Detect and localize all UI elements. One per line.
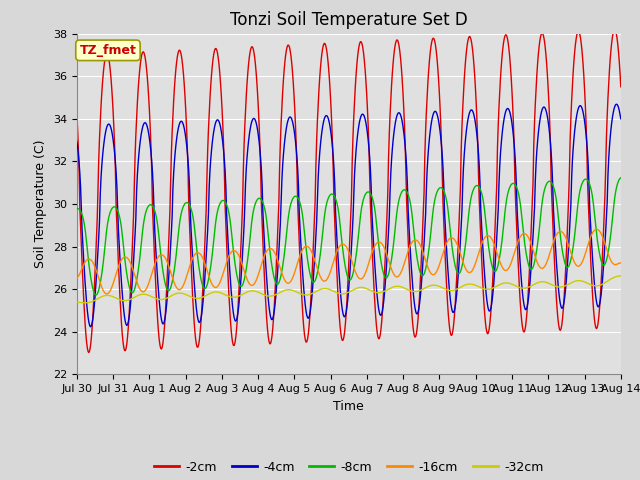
- -16cm: [617, 260, 625, 266]
- -16cm: [223, 257, 231, 263]
- -2cm: [73, 109, 81, 115]
- -2cm: [431, 42, 439, 48]
- -4cm: [140, 122, 147, 128]
- -2cm: [617, 84, 625, 90]
- -8cm: [617, 175, 625, 181]
- -16cm: [73, 275, 81, 281]
- -2cm: [85, 349, 93, 355]
- Y-axis label: Soil Temperature (C): Soil Temperature (C): [35, 140, 47, 268]
- X-axis label: Time: Time: [333, 400, 364, 413]
- -16cm: [140, 289, 147, 295]
- -32cm: [84, 300, 92, 306]
- -8cm: [92, 292, 100, 298]
- Legend: -2cm, -4cm, -8cm, -16cm, -32cm: -2cm, -4cm, -8cm, -16cm, -32cm: [149, 456, 548, 479]
- -8cm: [73, 205, 81, 211]
- -32cm: [617, 273, 625, 279]
- -4cm: [617, 116, 625, 121]
- -4cm: [223, 227, 231, 232]
- -32cm: [431, 282, 439, 288]
- Title: Tonzi Soil Temperature Set D: Tonzi Soil Temperature Set D: [230, 11, 468, 29]
- -32cm: [195, 295, 202, 301]
- Line: -2cm: -2cm: [77, 30, 621, 352]
- -2cm: [140, 49, 147, 55]
- -4cm: [612, 101, 620, 107]
- -16cm: [103, 291, 111, 297]
- -16cm: [431, 271, 439, 276]
- -32cm: [140, 291, 147, 297]
- -8cm: [431, 194, 439, 200]
- -16cm: [83, 257, 90, 263]
- -16cm: [593, 227, 600, 232]
- -16cm: [195, 250, 202, 256]
- Line: -16cm: -16cm: [77, 229, 621, 294]
- -4cm: [195, 319, 202, 324]
- -4cm: [83, 300, 90, 306]
- -4cm: [86, 324, 94, 330]
- -8cm: [195, 262, 202, 268]
- -32cm: [223, 293, 231, 299]
- -8cm: [416, 268, 424, 274]
- Text: TZ_fmet: TZ_fmet: [79, 44, 136, 57]
- -8cm: [140, 222, 147, 228]
- -2cm: [416, 293, 424, 299]
- -4cm: [431, 108, 439, 114]
- Line: -4cm: -4cm: [77, 104, 621, 327]
- -16cm: [416, 241, 424, 247]
- -2cm: [83, 340, 90, 346]
- -2cm: [223, 259, 231, 264]
- Line: -8cm: -8cm: [77, 178, 621, 295]
- -8cm: [223, 204, 231, 210]
- -32cm: [416, 288, 424, 294]
- -2cm: [611, 27, 619, 33]
- -2cm: [195, 342, 202, 348]
- -32cm: [81, 300, 89, 306]
- Line: -32cm: -32cm: [77, 276, 621, 303]
- -32cm: [73, 300, 81, 305]
- -8cm: [83, 240, 90, 246]
- -4cm: [416, 301, 424, 307]
- -4cm: [73, 138, 81, 144]
